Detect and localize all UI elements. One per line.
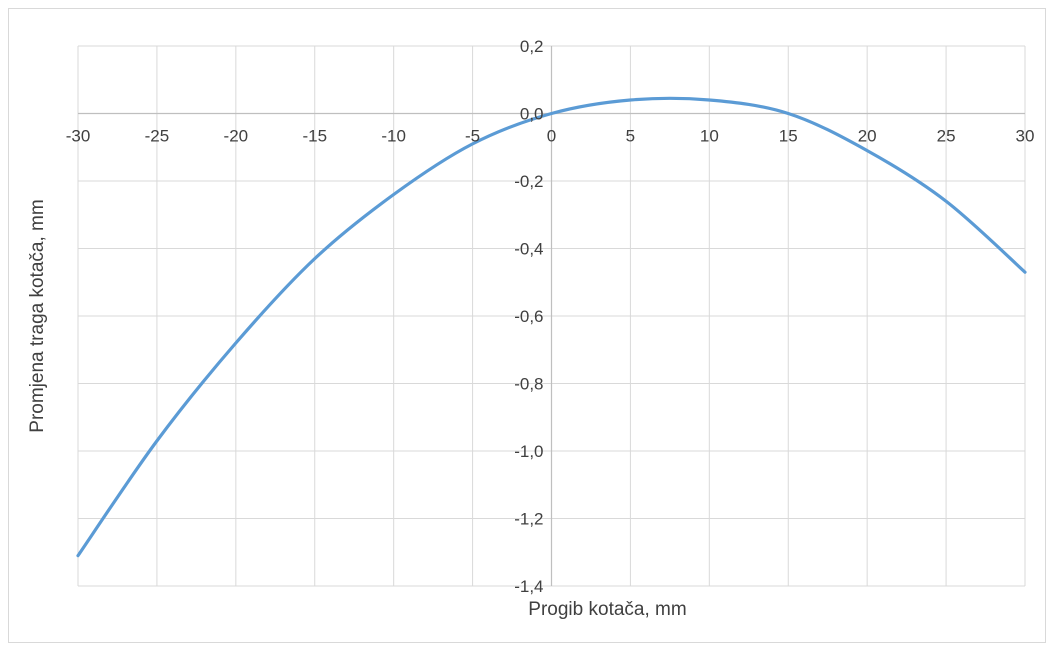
x-tick-label: -25 — [145, 127, 170, 146]
y-tick-label: -0,8 — [514, 375, 543, 394]
x-tick-label: -15 — [302, 127, 327, 146]
x-tick-label: 15 — [779, 127, 798, 146]
x-tick-label: 5 — [626, 127, 635, 146]
y-tick-label: -0,6 — [514, 307, 543, 326]
x-tick-label: -30 — [66, 127, 91, 146]
x-tick-label: 25 — [937, 127, 956, 146]
x-tick-label: 0 — [547, 127, 556, 146]
y-tick-label: -1,4 — [514, 577, 543, 596]
x-tick-label: -20 — [224, 127, 249, 146]
y-tick-label: 0,2 — [520, 37, 544, 56]
x-axis-title: Progib kotača, mm — [528, 599, 686, 620]
x-tick-label: 10 — [700, 127, 719, 146]
y-tick-label: -1,0 — [514, 442, 543, 461]
y-tick-label: -0,2 — [514, 172, 543, 191]
y-tick-label: -1,2 — [514, 510, 543, 529]
y-axis-title: Promjena traga kotača, mm — [27, 199, 48, 432]
y-tick-label: -0,4 — [514, 240, 543, 259]
y-tick-label: 0,0 — [520, 105, 544, 124]
x-tick-label: 20 — [858, 127, 877, 146]
chart-area: -30 -25 -20 -15 -10 -5 0 5 10 15 20 25 30 0,2 0,0 -0,2 -… — [8, 8, 1046, 643]
x-tick-label: -10 — [381, 127, 406, 146]
x-tick-label: -5 — [465, 127, 480, 146]
line-chart: -30 -25 -20 -15 -10 -5 0 5 10 15 20 25 30 0,2 0,0 -0,2 -… — [9, 9, 1047, 644]
x-tick-label: 30 — [1016, 127, 1035, 146]
